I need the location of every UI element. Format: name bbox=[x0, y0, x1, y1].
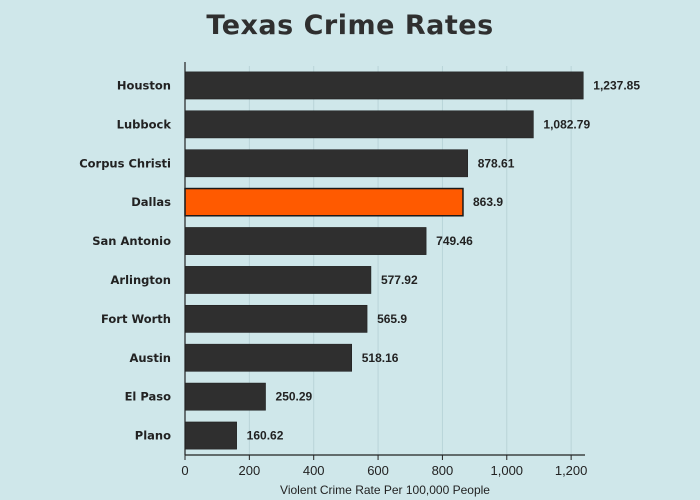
value-label: 1,082.79 bbox=[543, 117, 590, 131]
value-label: 1,237.85 bbox=[593, 78, 640, 92]
x-tick-label: 200 bbox=[239, 463, 261, 478]
value-label: 250.29 bbox=[276, 390, 313, 404]
x-tick-label: 1,000 bbox=[491, 463, 524, 478]
bar bbox=[184, 110, 534, 139]
bar bbox=[184, 343, 352, 372]
bar bbox=[184, 382, 266, 411]
bar bbox=[184, 421, 237, 450]
category-label: Lubbock bbox=[117, 117, 172, 131]
category-label: Houston bbox=[117, 78, 171, 92]
value-label: 160.62 bbox=[247, 429, 284, 443]
category-label: El Paso bbox=[125, 390, 172, 404]
x-tick-label: 1,200 bbox=[555, 463, 588, 478]
value-label: 749.46 bbox=[436, 234, 473, 248]
value-label: 518.16 bbox=[362, 351, 399, 365]
chart-title: Texas Crime Rates bbox=[206, 10, 494, 41]
bar bbox=[184, 227, 427, 255]
x-tick-label: 0 bbox=[181, 463, 188, 478]
value-label: 577.92 bbox=[381, 273, 418, 287]
category-label: Austin bbox=[129, 351, 171, 365]
category-label: Plano bbox=[135, 429, 171, 443]
x-tick-label: 600 bbox=[367, 463, 389, 478]
category-label: Corpus Christi bbox=[79, 156, 171, 170]
category-label: Dallas bbox=[131, 195, 171, 209]
value-label: 565.9 bbox=[377, 312, 407, 326]
bar bbox=[184, 187, 464, 217]
bar bbox=[184, 71, 584, 100]
x-axis-title: Violent Crime Rate Per 100,000 People bbox=[280, 483, 490, 497]
category-label: Fort Worth bbox=[101, 312, 171, 326]
x-tick-label: 400 bbox=[303, 463, 325, 478]
x-tick-label: 800 bbox=[432, 463, 454, 478]
bar bbox=[184, 304, 368, 333]
value-label: 863.9 bbox=[473, 195, 503, 209]
value-label: 878.61 bbox=[478, 156, 515, 170]
category-label: San Antonio bbox=[92, 234, 171, 248]
category-label: Arlington bbox=[111, 273, 171, 287]
bar bbox=[184, 266, 372, 294]
bar bbox=[184, 149, 468, 178]
